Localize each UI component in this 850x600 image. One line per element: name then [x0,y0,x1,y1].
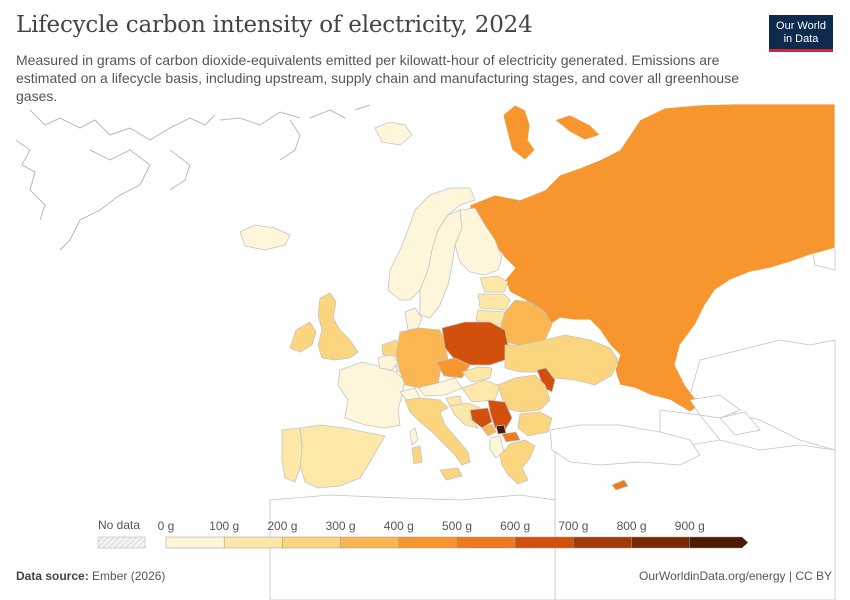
region-latvia[interactable] [477,293,511,311]
logo-line-1: Our World [776,20,826,32]
legend-tick-label: 600 g [500,519,530,533]
region-russia-islands[interactable] [554,114,601,141]
legend-bin-6[interactable] [514,536,574,549]
legend-tick-label: 400 g [384,519,414,533]
region-finland[interactable] [454,207,503,276]
region-sardinia[interactable] [411,445,423,465]
region-belgium[interactable] [377,353,399,371]
region-kosovo[interactable] [495,424,507,435]
region-slovakia[interactable] [461,366,493,383]
region-corsica[interactable] [409,427,419,446]
region-spain[interactable] [299,424,386,489]
region-iceland[interactable] [239,224,291,251]
chart-title: Lifecycle carbon intensity of electricit… [16,12,533,38]
legend-tick-label: 200 g [267,519,297,533]
region-greece[interactable] [499,439,536,485]
legend-bin-5[interactable] [456,536,516,549]
legend-tick-label: 300 g [326,519,356,533]
region-sicily[interactable] [439,467,463,481]
region-germany[interactable] [395,327,449,389]
owid-logo[interactable]: Our World in Data [769,15,833,52]
legend-bin-0[interactable] [165,536,225,549]
region-turkey[interactable] [549,424,701,466]
logo-line-2: in Data [783,33,819,45]
region-portugal[interactable] [281,427,303,483]
region-ukraine[interactable] [504,334,619,386]
chart-subtitle: Measured in grams of carbon dioxide-equi… [16,52,739,104]
legend-bin-2[interactable] [282,536,341,549]
arctic-outlines [15,104,371,251]
region-estonia[interactable] [479,275,509,293]
legend-bin-7[interactable] [573,536,632,549]
region-italy[interactable] [404,397,471,466]
region-france[interactable] [337,361,406,429]
legend-tick-labels: 0 g 100 g 200 g 300 g 400 g 500 g 600 g 700 g 80… [158,519,705,533]
legend-tick-label: 100 g [209,519,239,533]
caucasus-outlines [689,394,761,436]
legend-bin-8[interactable] [631,536,691,549]
legend-bin-3[interactable] [340,536,400,549]
region-bulgaria[interactable] [517,411,553,437]
data-source: Data source: Ember (2026) [16,569,165,583]
legend-tick-label: 800 g [617,519,647,533]
legend-tick-label: 700 g [558,519,588,533]
region-denmark[interactable] [404,307,423,331]
legend-nodata-swatch [97,536,146,549]
region-romania[interactable] [497,374,551,413]
region-united-kingdom[interactable] [317,292,359,361]
data-source-label: Data source: [16,569,89,583]
region-montenegro[interactable] [481,423,497,437]
legend-nodata-label: No data [98,518,141,532]
legend-bin-4[interactable] [398,536,458,549]
credit-link[interactable]: OurWorldinData.org/energy | CC BY [639,569,832,583]
region-croatia[interactable] [449,402,481,429]
legend-tick-label: 0 g [158,519,175,533]
legend-color-scale [165,536,749,549]
legend-bin-9[interactable] [689,536,749,549]
region-ireland[interactable] [289,321,317,353]
region-north-macedonia[interactable] [501,431,521,443]
region-svalbard[interactable] [374,121,413,146]
legend-tick-label: 900 g [675,519,705,533]
region-bosnia[interactable] [469,407,493,429]
region-hungary[interactable] [461,379,501,403]
legend-bin-1[interactable] [223,536,283,549]
legend-tick-label: 500 g [442,519,472,533]
data-source-value[interactable]: Ember (2026) [92,569,166,583]
region-cyprus[interactable] [611,479,629,491]
region-novaya-zemlya[interactable] [502,104,536,161]
